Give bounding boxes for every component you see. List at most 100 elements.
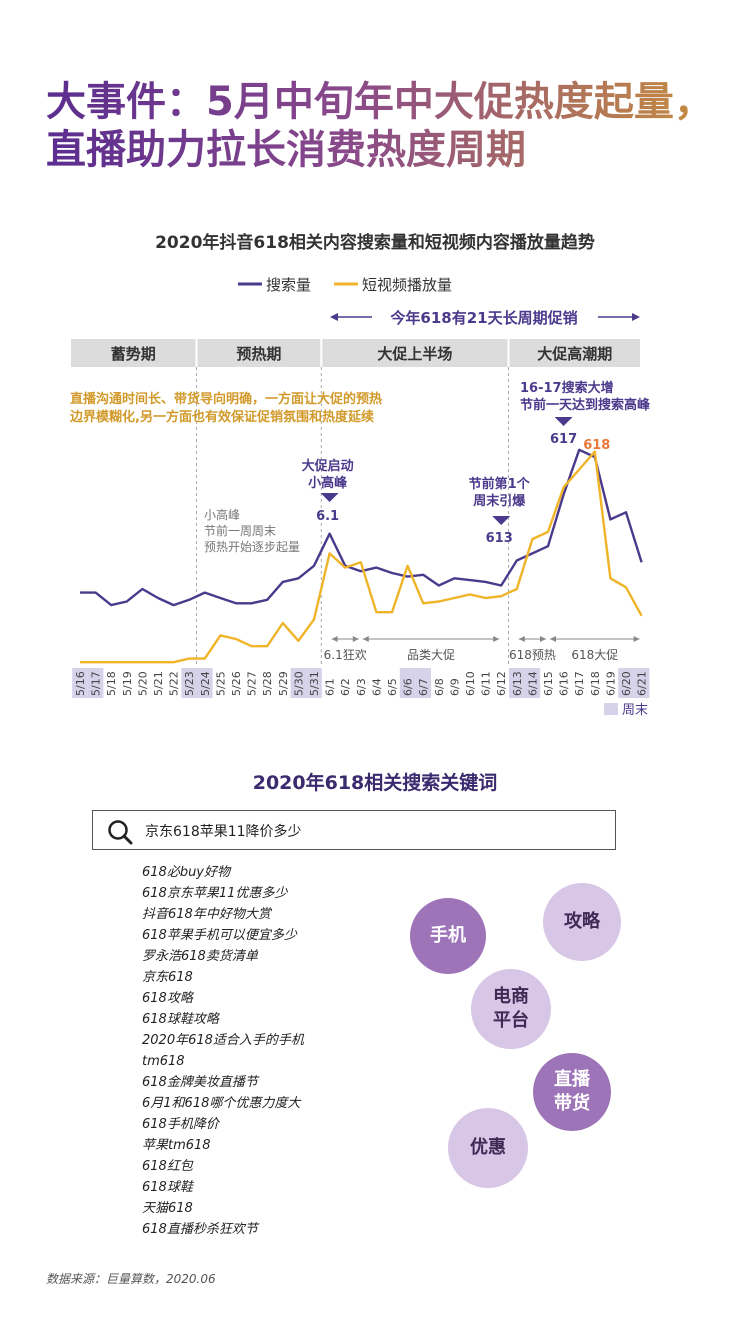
phase-label: 蓄势期	[111, 345, 156, 363]
weekend-value: 613	[486, 531, 513, 546]
sub-periods: 6.1狂欢 品类大促 618预热 618大促	[324, 636, 640, 662]
x-tick-label: 5/22	[168, 671, 181, 696]
peak-label-617: 617	[550, 432, 577, 447]
weekend-band	[290, 668, 307, 698]
weekend-band	[197, 668, 213, 698]
x-tick-label: 5/16	[74, 671, 87, 696]
bubble-ecommerce: 电商 平台	[471, 969, 551, 1049]
sub-period: 品类大促	[362, 636, 500, 662]
phase-label: 大促上半场	[377, 345, 452, 363]
x-tick-label: 6/12	[495, 671, 508, 696]
search-box[interactable]	[92, 810, 616, 850]
keyword-suggestion-list: 618必buy好物 618京东苹果11优惠多少 抖音618年中好物大赏 618苹果手机…	[142, 862, 304, 1240]
keyword-suggestion[interactable]: 抖音618年中好物大赏	[142, 907, 271, 922]
keyword-suggestion[interactable]: 618苹果手机可以便宜多少	[142, 928, 297, 943]
keyword-suggestion[interactable]: 618红包	[142, 1159, 193, 1174]
bubble-discount: 优惠	[448, 1108, 528, 1188]
weekend-band	[633, 668, 650, 698]
weekend-band	[306, 668, 322, 698]
weekend-legend-swatch	[604, 703, 618, 715]
keyword-suggestion[interactable]: 618直播秒杀狂欢节	[142, 1222, 258, 1237]
search-icon	[107, 819, 133, 849]
sub-period: 618大促	[550, 636, 640, 662]
weekend-band	[72, 668, 88, 698]
live-note: 直播沟通时间长、带货导向明确，一方面让大促的预热	[70, 391, 382, 407]
phase-bar	[322, 339, 508, 367]
weekend-band	[509, 668, 525, 698]
surge-note: 节前一天达到搜索高峰	[520, 397, 651, 413]
cycle-label: 今年618有21天长周期促销	[389, 309, 577, 327]
weekend-band	[415, 668, 431, 698]
x-tick-label: 5/27	[246, 671, 259, 696]
x-tick-label: 6/15	[542, 671, 555, 696]
x-tick-label: 5/20	[136, 671, 149, 696]
keyword-suggestion[interactable]: 罗永浩618卖货清单	[142, 949, 258, 964]
keyword-suggestion[interactable]: 618金牌美妆直播节	[142, 1075, 258, 1090]
weekend-marker	[492, 516, 511, 525]
kickoff-note: 小高峰	[308, 475, 348, 491]
keywords-title: 2020年618相关搜索关键词	[252, 772, 498, 794]
x-tick-label: 6/21	[636, 671, 649, 696]
weekend-band	[181, 668, 197, 698]
series-line-search	[80, 448, 643, 607]
sub-period-label: 618大促	[571, 648, 618, 662]
x-tick-label: 5/19	[121, 671, 134, 696]
x-tick-label: 5/23	[183, 671, 196, 696]
x-tick-label: 6/17	[573, 671, 586, 696]
keyword-suggestion[interactable]: 6月1和618哪个优惠力度大	[142, 1096, 301, 1111]
sub-period-label: 6.1狂欢	[324, 647, 367, 662]
phase-bar	[197, 339, 321, 367]
keyword-suggestion[interactable]: 618京东苹果11优惠多少	[142, 886, 288, 901]
sub-period-label: 618预热	[509, 648, 556, 662]
trend-chart: 搜索量 短视频播放量 今年618有21天长周期促销 蓄势期 预热期 大促上半场 大促高…	[69, 276, 651, 718]
weekend-legend: 周末	[604, 703, 648, 718]
bubble-phone: 手机	[410, 898, 486, 974]
x-tick-label: 5/25	[214, 671, 227, 696]
surge-note: 16-17搜索大增	[520, 380, 614, 396]
weekend-band	[618, 668, 634, 698]
kickoff-marker	[320, 493, 339, 502]
phase-bars: 蓄势期 预热期 大促上半场 大促高潮期	[71, 339, 640, 367]
keyword-suggestion[interactable]: 2020年618适合入手的手机	[142, 1033, 304, 1048]
small-peak-note: 节前一周周末	[204, 523, 276, 538]
x-tick-label: 5/17	[90, 671, 103, 696]
keyword-suggestion[interactable]: 苹果tm618	[142, 1138, 211, 1153]
legend-label-search: 搜索量	[266, 276, 311, 294]
x-tick-label: 5/31	[308, 671, 321, 696]
headline: 大事件：5月中旬年中大促热度起量，直播助力拉长消费热度周期	[46, 78, 726, 174]
keyword-suggestion[interactable]: 京东618	[142, 970, 193, 985]
x-tick-label: 6/16	[558, 671, 571, 696]
x-tick-label: 6/9	[448, 678, 461, 696]
x-tick-label: 6/6	[402, 678, 415, 696]
x-tick-label: 6/1	[324, 678, 337, 696]
x-axis-ticks: 5/16 5/17 5/18 5/19 5/20 5/21 5/22 5/23 5/24 5/25…	[74, 671, 649, 696]
kickoff-value: 6.1	[316, 509, 339, 524]
x-tick-label: 6/7	[417, 678, 430, 696]
keyword-suggestion[interactable]: 618球鞋	[142, 1180, 193, 1195]
x-tick-label: 6/20	[620, 671, 633, 696]
x-tick-label: 6/14	[526, 671, 539, 696]
kickoff-note: 大促启动	[302, 458, 354, 474]
keyword-suggestion[interactable]: 618手机降价	[142, 1117, 219, 1132]
phase-label: 预热期	[236, 345, 281, 363]
x-tick-label: 5/18	[105, 671, 118, 696]
peak-label-618: 618	[583, 438, 610, 453]
x-tick-label: 5/28	[261, 671, 274, 696]
x-tick-label: 6/3	[355, 678, 368, 696]
x-tick-label: 5/26	[230, 671, 243, 696]
search-input[interactable]	[143, 817, 597, 845]
surge-marker	[554, 417, 573, 426]
keyword-suggestion[interactable]: 天猫618	[142, 1201, 193, 1216]
small-peak-note: 预热开始逐步起量	[204, 540, 300, 554]
x-tick-label: 6/8	[433, 678, 446, 696]
weekend-note: 周末引爆	[473, 493, 526, 509]
phase-bar	[509, 339, 640, 367]
keyword-suggestion[interactable]: tm618	[142, 1054, 185, 1069]
keyword-suggestion[interactable]: 618必buy好物	[142, 865, 230, 880]
x-tick-label: 6/19	[604, 671, 617, 696]
series-line-video	[80, 450, 643, 664]
x-tick-label: 5/21	[152, 671, 165, 696]
keyword-suggestion[interactable]: 618球鞋攻略	[142, 1012, 219, 1027]
keyword-suggestion[interactable]: 618攻略	[142, 991, 193, 1006]
weekend-band	[524, 668, 541, 698]
